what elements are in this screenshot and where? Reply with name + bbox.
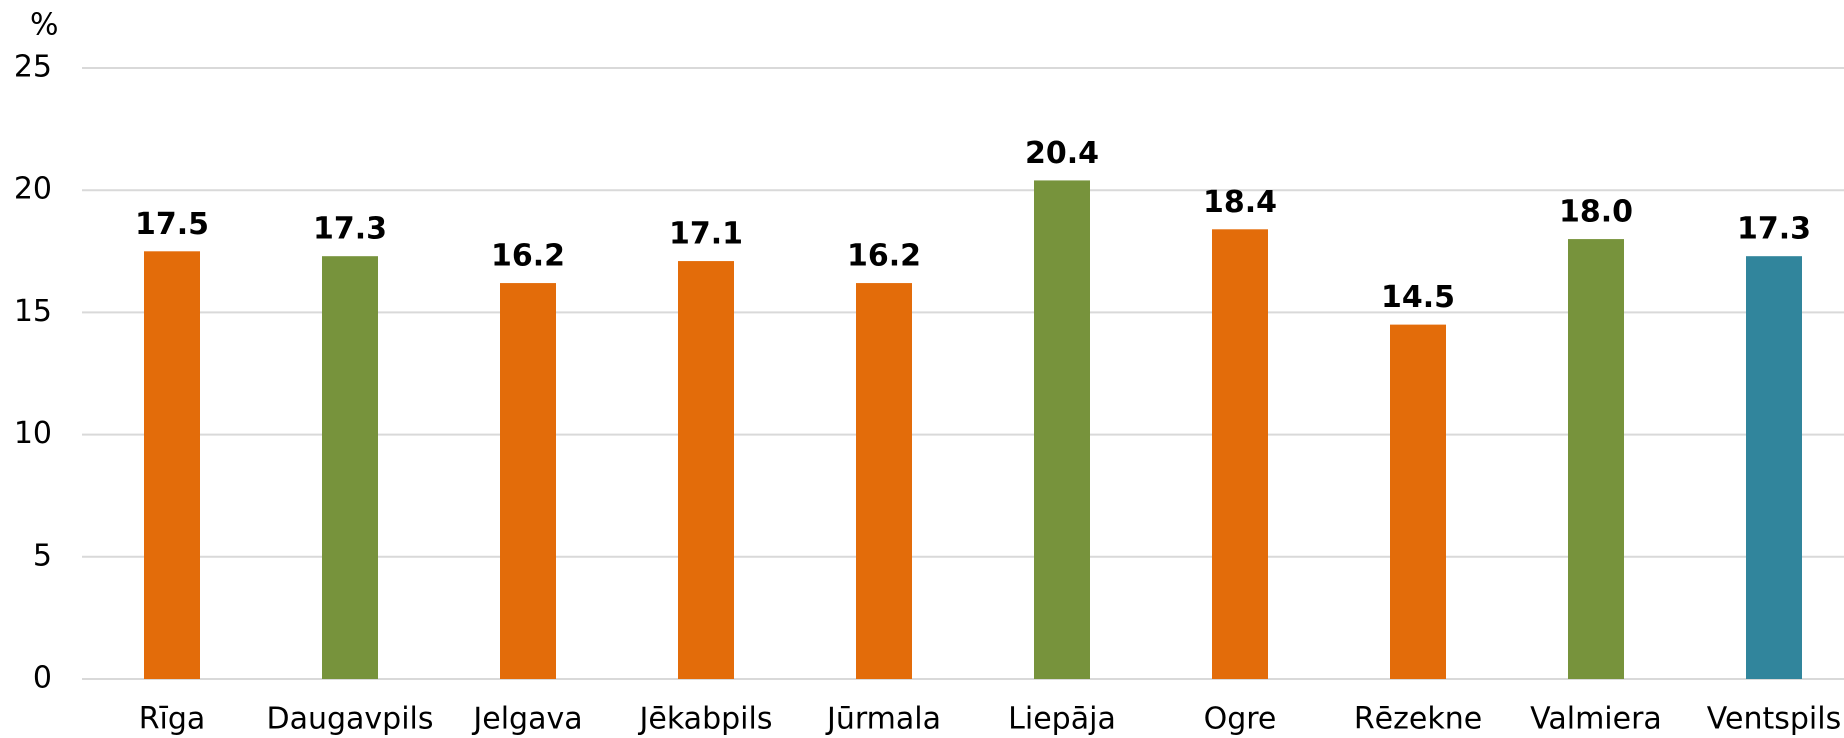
y-axis-label: % — [30, 8, 59, 43]
bar — [678, 261, 734, 679]
y-tick-label: 25 — [14, 50, 52, 85]
x-tick-label: Jūrmala — [825, 702, 941, 737]
y-tick-label: 10 — [14, 416, 52, 451]
y-tick-label: 20 — [14, 172, 52, 207]
bar — [144, 251, 200, 680]
x-tick-label: Jēkabpils — [638, 702, 773, 737]
y-tick-label: 0 — [33, 661, 52, 696]
data-label: 17.5 — [135, 207, 209, 242]
x-tick-label: Jelgava — [471, 702, 582, 737]
x-tick-label: Rīga — [139, 702, 206, 737]
bar — [1568, 239, 1624, 679]
data-label: 16.2 — [847, 239, 921, 274]
x-tick-label: Daugavpils — [266, 702, 433, 737]
x-tick-label: Rēzekne — [1354, 702, 1482, 737]
bar — [1390, 324, 1446, 679]
x-tick-label: Ventspils — [1707, 702, 1841, 737]
x-tick-label: Liepāja — [1008, 702, 1116, 737]
data-label: 17.1 — [669, 217, 743, 252]
y-tick-label: 15 — [14, 294, 52, 329]
data-label: 20.4 — [1025, 136, 1099, 171]
bar — [1746, 256, 1802, 679]
data-label: 16.2 — [491, 239, 565, 274]
bar — [1212, 229, 1268, 679]
bar — [500, 283, 556, 679]
data-label: 18.4 — [1203, 185, 1277, 220]
data-label: 14.5 — [1381, 280, 1455, 315]
bar — [1034, 180, 1090, 679]
bar — [322, 256, 378, 679]
x-tick-label: Valmiera — [1530, 702, 1662, 737]
x-tick-label: Ogre — [1204, 702, 1277, 737]
bar — [856, 283, 912, 679]
data-label: 17.3 — [313, 212, 387, 247]
y-tick-label: 5 — [33, 538, 52, 573]
data-label: 18.0 — [1559, 195, 1633, 230]
data-label: 17.3 — [1737, 212, 1811, 247]
